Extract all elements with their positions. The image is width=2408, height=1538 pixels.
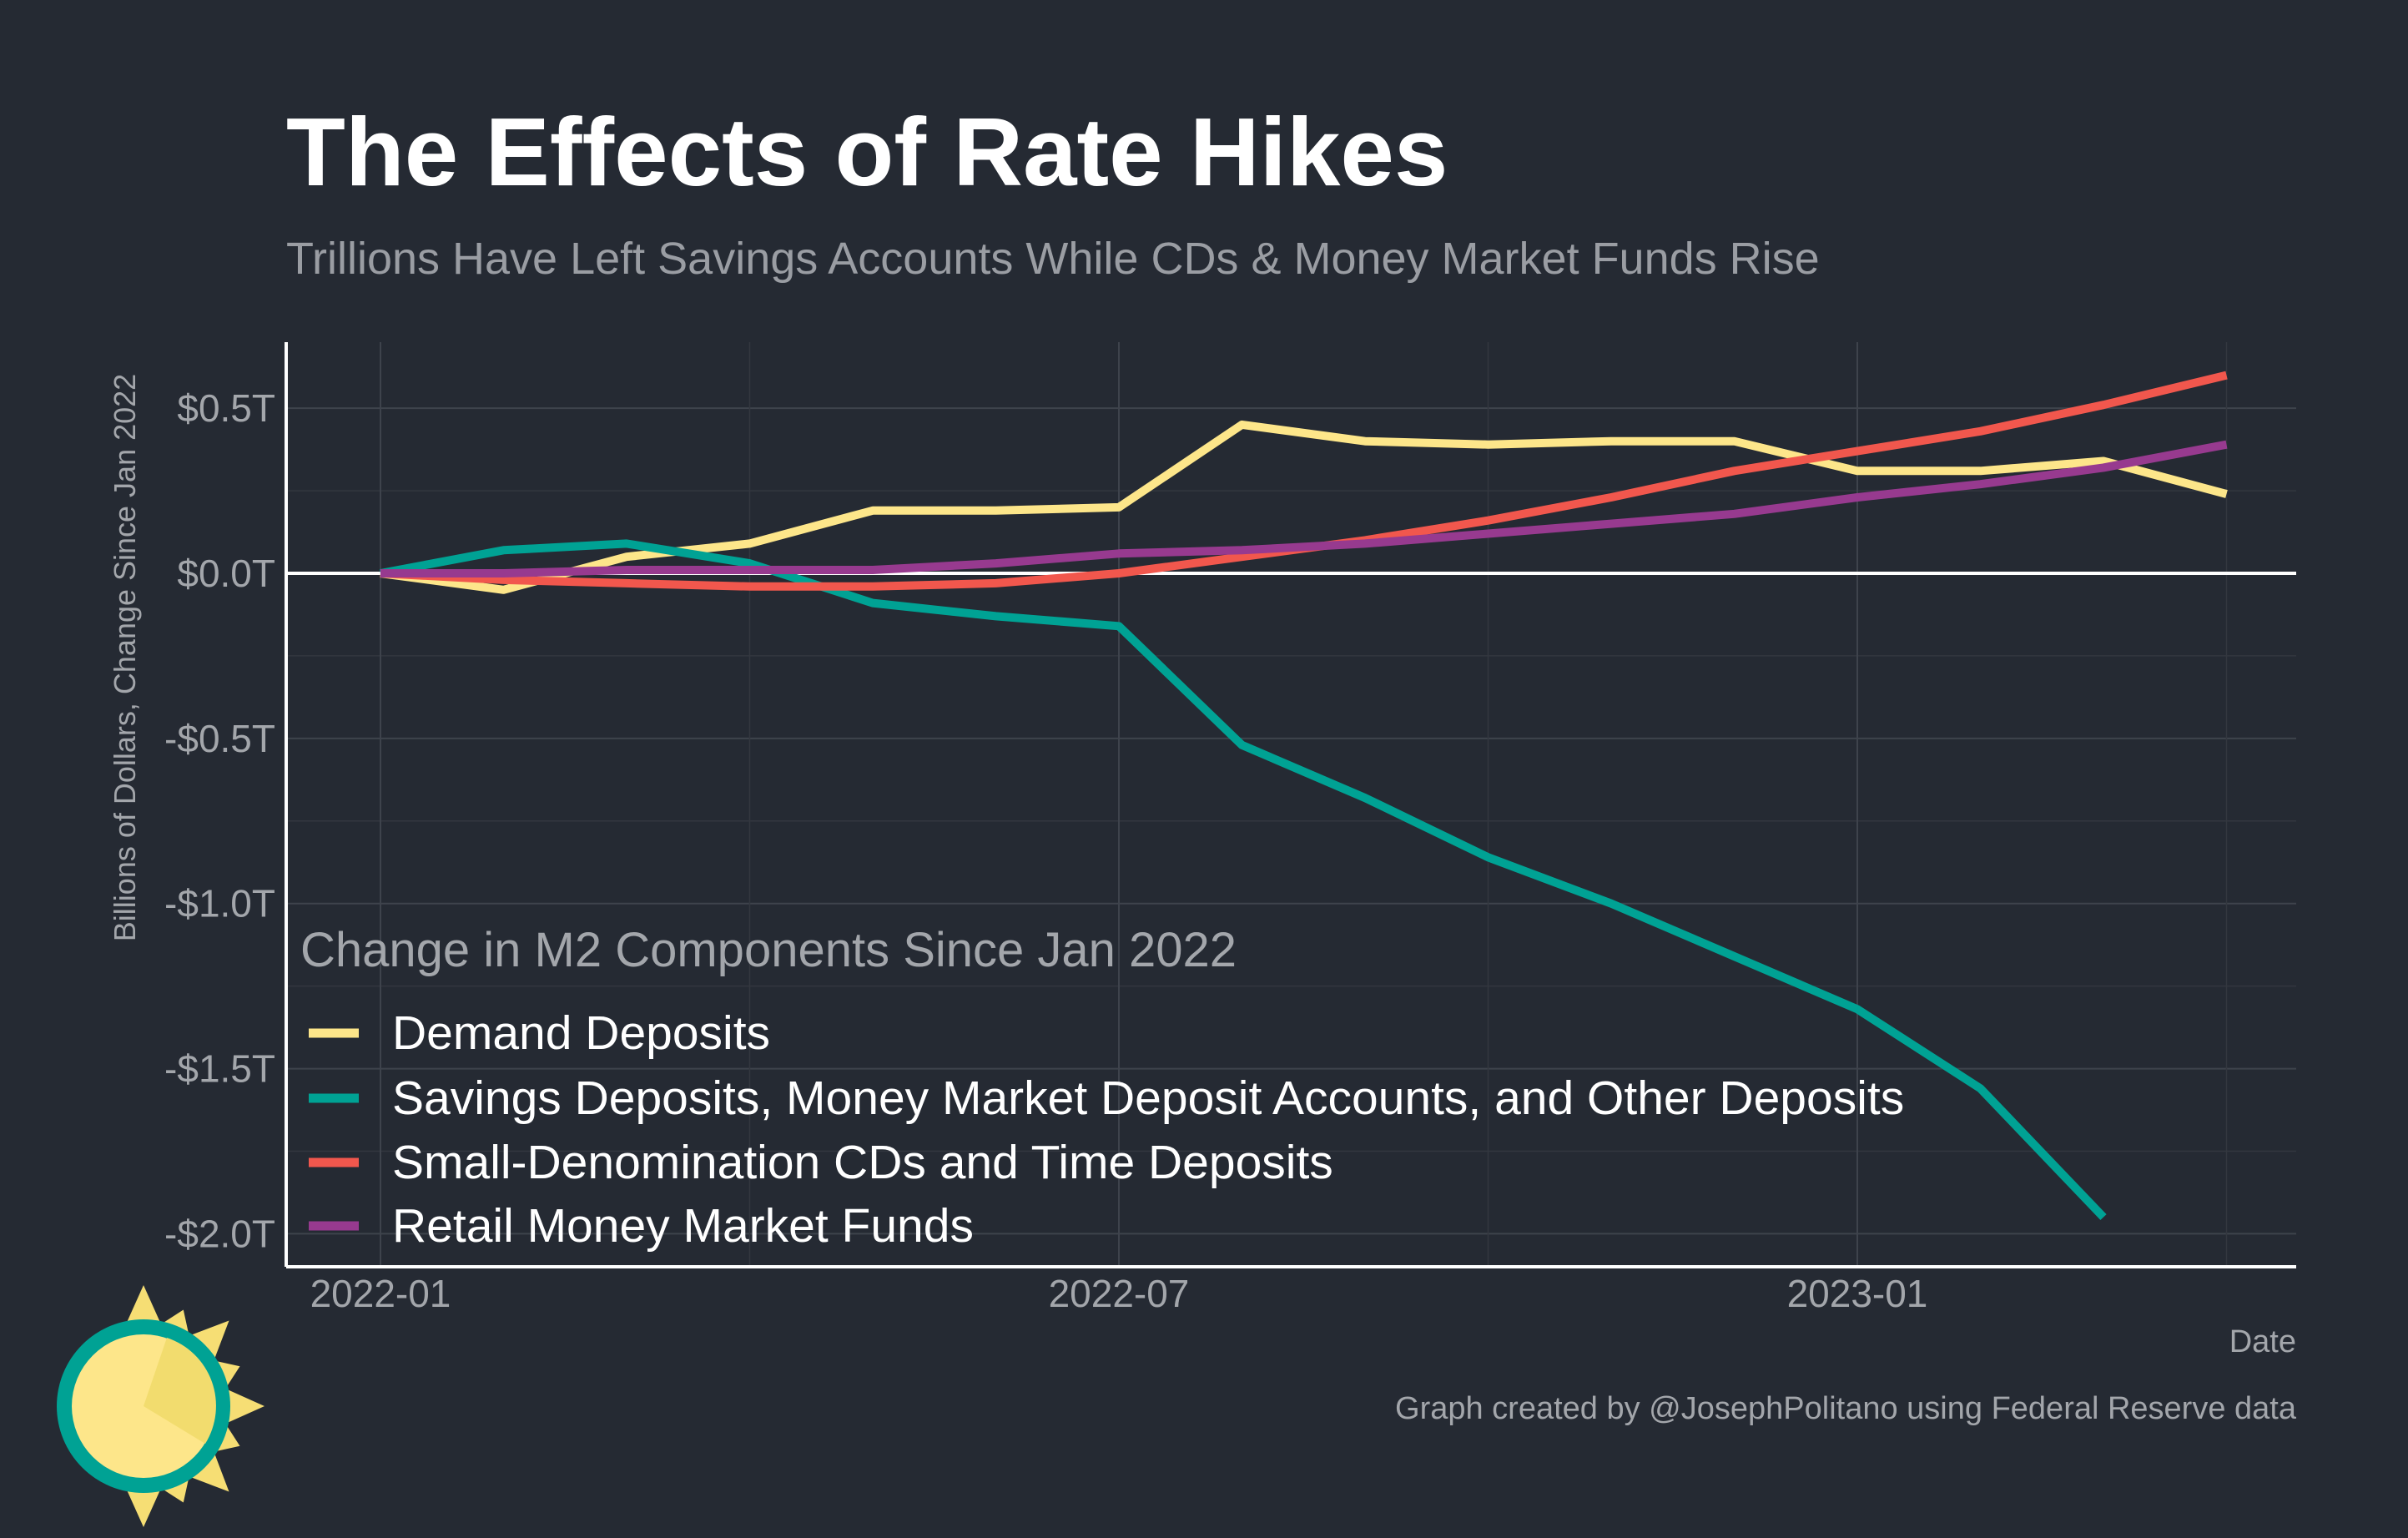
x-tick-label: 2022-01: [310, 1272, 451, 1315]
source-caption: Graph created by @JosephPolitano using F…: [1395, 1391, 2297, 1426]
legend-title: Change in M2 Components Since Jan 2022: [300, 923, 1237, 977]
chart-title: The Effects of Rate Hikes: [286, 98, 1448, 206]
sun-ray: [180, 1320, 229, 1369]
chart-subtitle: Trillions Have Left Savings Accounts Whi…: [286, 234, 1820, 284]
x-axis-title: Date: [2229, 1324, 2296, 1359]
x-tick-label: 2023-01: [1787, 1272, 1928, 1315]
y-tick-label: -$1.5T: [164, 1047, 275, 1091]
legend-label: Retail Money Market Funds: [392, 1199, 974, 1253]
series-line-1: [380, 539, 2107, 1221]
tick-labels: $0.5T $0.0T -$0.5T -$1.0T -$1.5T -$2.0T 2022-0…: [164, 386, 1927, 1315]
x-tick-label: 2022-07: [1049, 1272, 1190, 1315]
series-lines: [380, 371, 2228, 1221]
y-tick-label: $0.0T: [177, 552, 275, 595]
legend-label: Demand Deposits: [392, 1006, 770, 1060]
series-line-3: [380, 440, 2228, 577]
y-tick-label: $0.5T: [177, 386, 275, 430]
y-axis-title: Billions of Dollars, Change Since Jan 20…: [108, 374, 142, 941]
legend-label: Small-Denomination CDs and Time Deposits: [392, 1136, 1333, 1189]
y-tick-label: -$0.5T: [164, 717, 275, 760]
y-tick-label: -$2.0T: [164, 1212, 275, 1255]
series-line-0: [380, 420, 2228, 594]
legend-label: Savings Deposits, Money Market Deposit A…: [392, 1072, 1904, 1125]
legend: Change in M2 Components Since Jan 2022 D…: [300, 923, 1904, 1253]
y-tick-label: -$1.0T: [164, 882, 275, 925]
sun-ray: [180, 1443, 229, 1492]
sun-logo-icon: [57, 1285, 264, 1527]
axes: [285, 342, 2296, 1268]
